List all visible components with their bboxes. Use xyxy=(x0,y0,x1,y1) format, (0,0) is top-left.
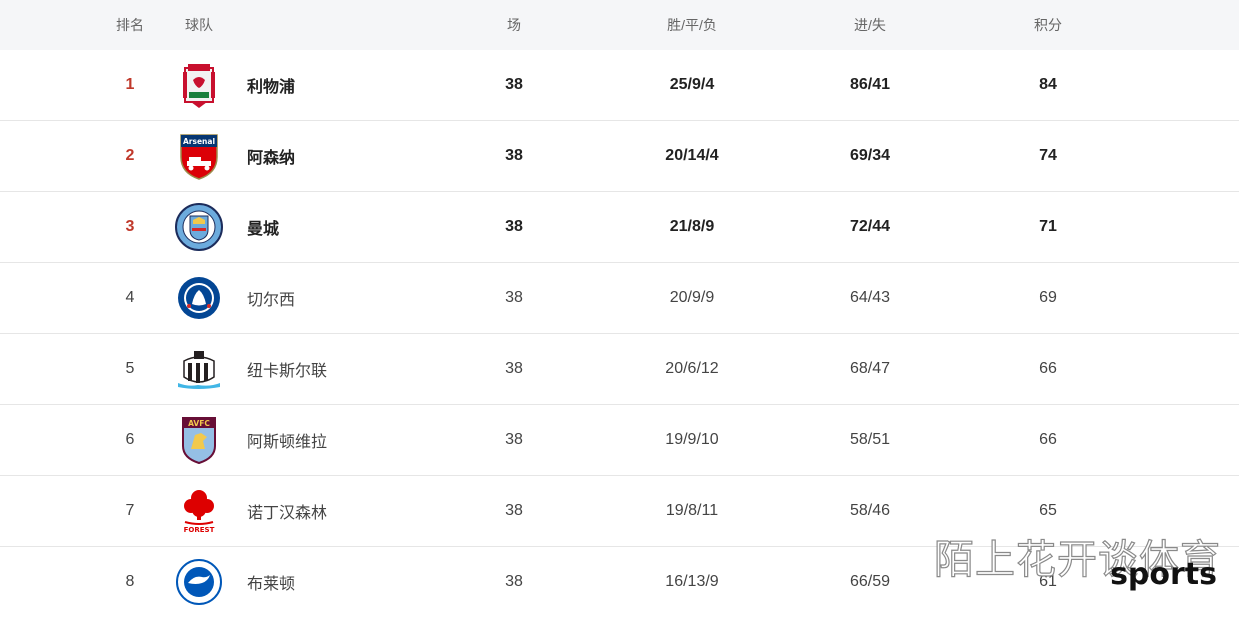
played-cell: 38 xyxy=(505,502,523,519)
team-name[interactable]: 曼城 xyxy=(247,221,280,238)
goals-cell: 86/41 xyxy=(849,76,891,93)
goals-cell: 72/44 xyxy=(849,218,891,235)
aston-villa-crest-icon: AVFC xyxy=(172,413,226,467)
rank-cell: 6 xyxy=(125,431,135,448)
wdl-cell: 20/6/12 xyxy=(665,360,719,377)
goals-cell: 64/43 xyxy=(849,289,891,306)
header-team[interactable]: 球队 xyxy=(185,17,213,33)
table-row[interactable]: 4 切尔西 38 20/9/9 64/43 69 xyxy=(0,263,1239,334)
arsenal-crest-icon: Arsenal xyxy=(172,129,226,183)
goals-cell: 68/47 xyxy=(849,360,891,377)
points-cell: 69 xyxy=(1039,289,1057,306)
wdl-cell: 16/13/9 xyxy=(665,573,719,590)
table-row[interactable]: 2 Arsenal 阿森纳 38 20/14/4 69/34 74 xyxy=(0,121,1239,192)
table-row[interactable]: 6 AVFC 阿斯顿维拉 38 19/9/10 58/51 66 xyxy=(0,405,1239,476)
goals-cell: 69/34 xyxy=(849,147,891,164)
wdl-cell: 25/9/4 xyxy=(669,76,715,93)
goals-cell: 58/46 xyxy=(849,502,891,519)
header-wdl[interactable]: 胜/平/负 xyxy=(667,17,717,33)
points-cell: 71 xyxy=(1039,218,1057,235)
played-cell: 38 xyxy=(505,76,523,93)
wdl-cell: 21/8/9 xyxy=(669,218,715,235)
newcastle-crest-icon xyxy=(172,342,226,396)
header-rank[interactable]: 排名 xyxy=(116,17,144,33)
table-header: 排名 球队 场 胜/平/负 进/失 积分 xyxy=(0,0,1239,50)
team-name[interactable]: 利物浦 xyxy=(247,79,296,96)
header-points[interactable]: 积分 xyxy=(1034,17,1062,33)
table-row[interactable]: 3 曼城 38 21/8/9 72/44 71 xyxy=(0,192,1239,263)
rank-cell: 3 xyxy=(125,218,135,235)
rank-cell: 8 xyxy=(125,573,135,590)
goals-cell: 58/51 xyxy=(849,431,891,448)
table-row[interactable]: 1 利物浦 38 25/9/4 86/41 84 xyxy=(0,50,1239,121)
brighton-crest-icon xyxy=(172,555,226,609)
wdl-cell: 20/9/9 xyxy=(669,289,715,306)
team-name[interactable]: 阿森纳 xyxy=(247,150,296,167)
points-cell: 61 xyxy=(1039,573,1057,590)
played-cell: 38 xyxy=(505,360,523,377)
wdl-cell: 19/9/10 xyxy=(665,431,719,448)
team-name[interactable]: 纽卡斯尔联 xyxy=(247,363,328,380)
points-cell: 66 xyxy=(1039,431,1057,448)
played-cell: 38 xyxy=(505,431,523,448)
rank-cell: 2 xyxy=(125,147,135,164)
played-cell: 38 xyxy=(505,289,523,306)
svg-text:Arsenal: Arsenal xyxy=(183,137,215,146)
rank-cell: 4 xyxy=(125,289,135,306)
points-cell: 84 xyxy=(1039,76,1057,93)
wdl-cell: 20/14/4 xyxy=(665,147,719,164)
header-played[interactable]: 场 xyxy=(507,17,521,33)
rank-cell: 5 xyxy=(125,360,135,377)
goals-cell: 66/59 xyxy=(849,573,891,590)
rank-cell: 1 xyxy=(125,76,135,93)
points-cell: 66 xyxy=(1039,360,1057,377)
played-cell: 38 xyxy=(505,573,523,590)
table-row[interactable]: 8 布莱顿 38 16/13/9 66/59 61 xyxy=(0,547,1239,617)
nottingham-forest-crest-icon: FOREST xyxy=(172,484,226,538)
liverpool-crest-icon xyxy=(172,58,226,112)
svg-text:AVFC: AVFC xyxy=(188,419,210,428)
points-cell: 65 xyxy=(1039,502,1057,519)
header-goals[interactable]: 进/失 xyxy=(854,17,886,33)
team-name[interactable]: 切尔西 xyxy=(247,292,296,309)
points-cell: 74 xyxy=(1039,147,1057,164)
svg-text:FOREST: FOREST xyxy=(184,526,215,534)
played-cell: 38 xyxy=(505,147,523,164)
team-name[interactable]: 布莱顿 xyxy=(247,576,296,593)
chelsea-crest-icon xyxy=(172,271,226,325)
team-name[interactable]: 阿斯顿维拉 xyxy=(247,434,328,451)
man-city-crest-icon xyxy=(172,200,226,254)
table-row[interactable]: 5 纽卡斯尔联 38 20/6/12 68/47 66 xyxy=(0,334,1239,405)
table-row[interactable]: 7 FOREST 诺丁汉森林 38 19/8/11 58/46 65 xyxy=(0,476,1239,547)
wdl-cell: 19/8/11 xyxy=(665,502,719,519)
rank-cell: 7 xyxy=(125,502,135,519)
team-name[interactable]: 诺丁汉森林 xyxy=(247,505,328,522)
played-cell: 38 xyxy=(505,218,523,235)
